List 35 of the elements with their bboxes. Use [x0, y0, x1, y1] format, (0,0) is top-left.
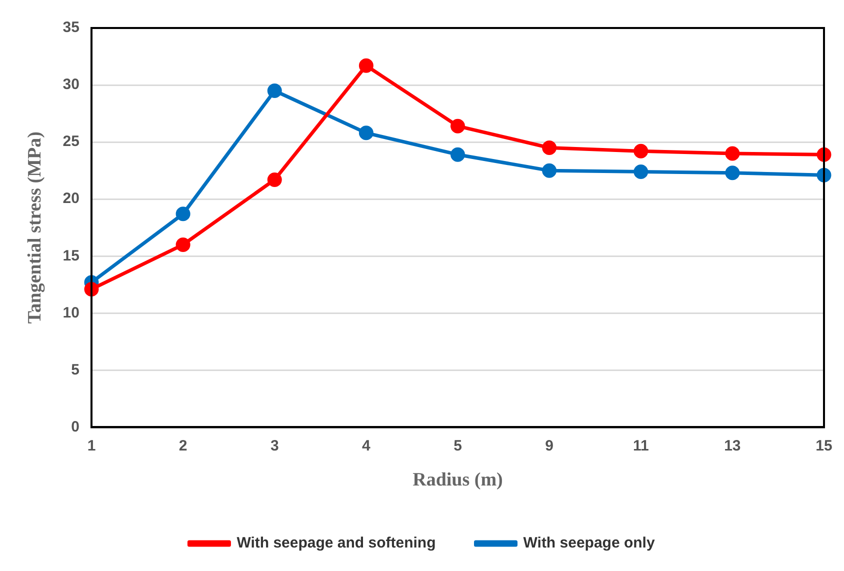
y-tick-label: 10: [62, 304, 80, 322]
y-tick-label: 35: [62, 19, 80, 36]
x-tick-label: 5: [454, 437, 462, 454]
point: [542, 140, 557, 156]
point: [358, 58, 374, 73]
point: [450, 147, 465, 162]
point: [176, 237, 190, 252]
point: [358, 126, 374, 140]
point: [542, 163, 557, 178]
point: [267, 172, 282, 187]
y-tick-label: 5: [71, 361, 80, 378]
x-tick-label: 9: [545, 437, 554, 454]
x-tick-label: 4: [362, 437, 372, 454]
point: [725, 166, 740, 180]
y-tick-label: 20: [62, 190, 80, 208]
point: [634, 164, 648, 179]
y-tick-label: 15: [62, 247, 80, 264]
point: [725, 146, 740, 161]
y-tick-label: 0: [71, 418, 80, 436]
point: [267, 83, 282, 98]
point: [176, 206, 190, 222]
x-tick-label: 2: [178, 437, 188, 454]
point: [450, 118, 465, 134]
y-tick-label: 30: [62, 76, 80, 94]
legend-label: With seepage and softening: [236, 534, 436, 552]
legend-label: With seepage only: [523, 534, 656, 552]
y-axis-title: Tangential stress (MPa): [24, 132, 46, 324]
x-tick-label: 3: [270, 437, 279, 454]
x-tick-label: 1: [87, 437, 96, 454]
x-axis-title: Radius (m): [412, 470, 503, 491]
x-tick-label: 11: [632, 437, 649, 454]
y-tick-label: 25: [62, 133, 80, 150]
x-tick-label: 13: [724, 437, 741, 454]
x-tick-label: 15: [816, 437, 832, 454]
point: [634, 144, 648, 158]
